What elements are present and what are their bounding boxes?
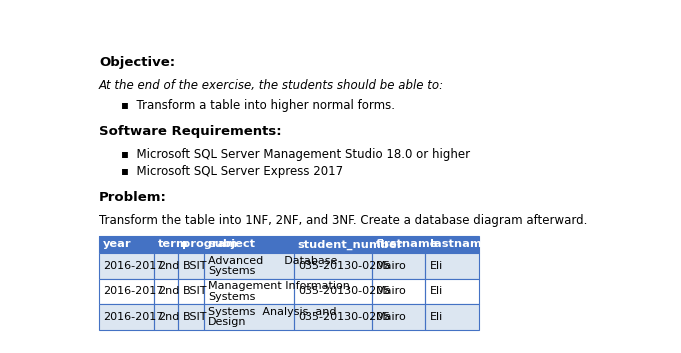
Text: 035-20130-0205: 035-20130-0205 (298, 312, 390, 322)
Text: BSIT: BSIT (183, 261, 207, 271)
Bar (99, 279, 479, 304)
Text: subject: subject (208, 239, 255, 250)
Bar (178, 304, 204, 330)
Text: firstname: firstname (376, 239, 439, 250)
Text: Systems  Analysis  and: Systems Analysis and (208, 307, 336, 317)
Bar (154, 279, 178, 304)
Bar (426, 253, 479, 279)
Text: Mairo: Mairo (376, 286, 407, 297)
Text: 2016-2017: 2016-2017 (104, 312, 163, 322)
Bar (99, 253, 154, 279)
Text: Design: Design (208, 317, 247, 327)
Bar (204, 236, 294, 253)
Bar (178, 236, 204, 253)
Bar (154, 236, 178, 253)
Text: 2nd: 2nd (159, 286, 180, 297)
Bar (154, 304, 178, 330)
Text: program: program (183, 239, 238, 250)
Bar (294, 236, 372, 253)
Text: 2nd: 2nd (159, 261, 180, 271)
Text: BSIT: BSIT (183, 286, 207, 297)
Bar (204, 279, 294, 304)
Bar (204, 253, 294, 279)
Bar (294, 279, 372, 304)
Bar (178, 279, 204, 304)
Bar (99, 236, 154, 253)
Text: ▪  Microsoft SQL Server Express 2017: ▪ Microsoft SQL Server Express 2017 (121, 165, 343, 178)
Text: Objective:: Objective: (99, 56, 175, 69)
Bar (154, 253, 178, 279)
Bar (372, 279, 426, 304)
Bar (178, 253, 204, 279)
Bar (426, 304, 479, 330)
Text: Transform the table into 1NF, 2NF, and 3NF. Create a database diagram afterward.: Transform the table into 1NF, 2NF, and 3… (99, 214, 588, 227)
Text: 035-20130-0205: 035-20130-0205 (298, 286, 390, 297)
Text: 2016-2017: 2016-2017 (104, 286, 163, 297)
Text: Management Information: Management Information (208, 281, 350, 291)
Text: At the end of the exercise, the students should be able to:: At the end of the exercise, the students… (99, 79, 444, 92)
Bar (372, 253, 426, 279)
Bar (294, 253, 372, 279)
Text: 2nd: 2nd (159, 312, 180, 322)
Text: lastname: lastname (430, 239, 489, 250)
Text: year: year (104, 239, 132, 250)
Text: Mairo: Mairo (376, 261, 407, 271)
Text: student_number: student_number (298, 239, 403, 250)
Text: BSIT: BSIT (183, 312, 207, 322)
Text: Problem:: Problem: (99, 191, 167, 204)
Text: Eli: Eli (430, 286, 443, 297)
Text: Eli: Eli (430, 261, 443, 271)
Bar (372, 236, 426, 253)
Bar (372, 304, 426, 330)
Text: 2016-2017: 2016-2017 (104, 261, 163, 271)
Text: Systems: Systems (208, 292, 255, 302)
Bar (426, 236, 479, 253)
Text: ▪  Transform a table into higher normal forms.: ▪ Transform a table into higher normal f… (121, 98, 395, 112)
Bar (99, 236, 479, 253)
Bar (99, 304, 154, 330)
Bar (294, 304, 372, 330)
Text: Mairo: Mairo (376, 312, 407, 322)
Text: Advanced      Database: Advanced Database (208, 256, 337, 266)
Text: term: term (159, 239, 189, 250)
Text: Software Requirements:: Software Requirements: (99, 125, 282, 138)
Text: ▪  Microsoft SQL Server Management Studio 18.0 or higher: ▪ Microsoft SQL Server Management Studio… (121, 148, 470, 161)
Text: Systems: Systems (208, 266, 255, 276)
Bar (99, 304, 479, 330)
Bar (99, 279, 154, 304)
Bar (426, 279, 479, 304)
Bar (99, 253, 479, 279)
Bar (204, 304, 294, 330)
Text: 035-20130-0205: 035-20130-0205 (298, 261, 390, 271)
Text: Eli: Eli (430, 312, 443, 322)
